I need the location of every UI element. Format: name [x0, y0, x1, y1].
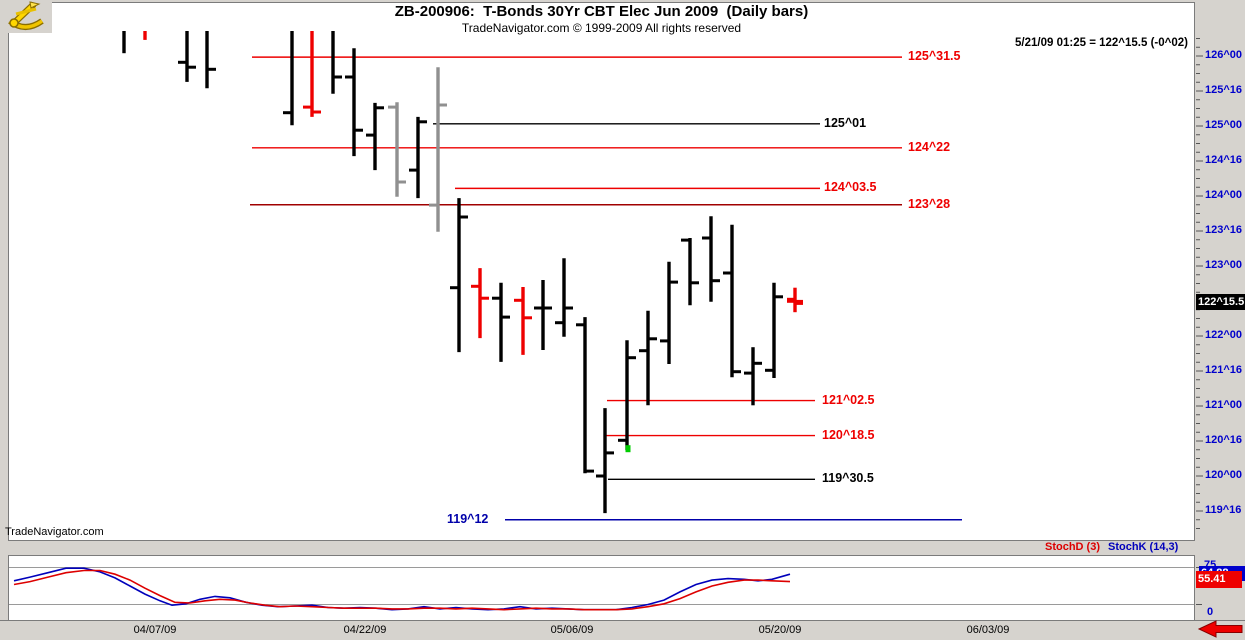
ohlc-bar [429, 67, 447, 232]
date-label-04/22/09: 04/22/09 [343, 624, 387, 636]
ohlc-bar [388, 102, 406, 197]
price-axis-label: 120^00 [1205, 469, 1243, 481]
ohlc-bar [514, 287, 532, 355]
current-price-badge: 122^15.5 [1196, 294, 1245, 310]
price-axis-label: 125^16 [1205, 84, 1243, 96]
level-label-124^03.5: 124^03.5 [824, 180, 877, 195]
ohlc-bar [492, 282, 510, 362]
date-label-05/06/09: 05/06/09 [550, 624, 594, 636]
stochk-line [13, 567, 791, 611]
ohlc-bar [555, 258, 573, 337]
ohlc-bars [122, 31, 803, 514]
sextant-icon [8, 1, 44, 30]
price-axis-label: 123^16 [1205, 224, 1243, 236]
ohlc-bar [178, 31, 196, 82]
stoch-curves [13, 567, 791, 611]
price-axis-label: 125^00 [1205, 119, 1243, 131]
price-axis-label: 121^16 [1205, 364, 1243, 376]
ohlc-bar [744, 347, 762, 406]
price-axis-label: 124^00 [1205, 189, 1243, 201]
price-axis-label: 119^16 [1205, 504, 1242, 516]
copyright-line: TradeNavigator.com © 1999-2009 All right… [461, 21, 742, 35]
price-axis-label: 120^16 [1205, 434, 1243, 446]
stochd-label: StochD (3) [1045, 541, 1100, 553]
ohlc-bar [331, 31, 342, 94]
stoch-axis-lo-label: 0 [1207, 606, 1214, 618]
level-label-125^31.5: 125^31.5 [908, 49, 961, 64]
ohlc-bar [723, 224, 741, 378]
watermark-text: TradeNavigator.com [5, 526, 104, 538]
level-label-125^01: 125^01 [824, 115, 867, 130]
ohlc-bar [450, 198, 468, 353]
green-signal-marker [625, 445, 631, 453]
scroll-left-arrow[interactable] [1196, 619, 1244, 639]
chart-title: ZB-200906: T-Bonds 30Yr CBT Elec Jun 200… [394, 3, 809, 20]
ohlc-bar [345, 48, 363, 157]
price-axis-label: 126^00 [1205, 49, 1243, 61]
level-label-120^18.5: 120^18.5 [822, 427, 875, 442]
ohlc-bar [618, 340, 636, 451]
ohlc-bar [409, 116, 427, 199]
ohlc-bar [702, 216, 720, 302]
ohlc-bar [765, 282, 783, 378]
main-chart-pane [8, 2, 1195, 541]
level-label-119^12: 119^12 [447, 511, 489, 526]
stochk-label: StochK (14,3) [1108, 541, 1179, 553]
level-label-121^02.5: 121^02.5 [822, 392, 875, 407]
ohlc-bar [283, 31, 294, 126]
ohlc-bar [576, 317, 594, 474]
date-label-04/07/09: 04/07/09 [133, 624, 177, 636]
ohlc-bar [681, 238, 699, 306]
level-label-124^22: 124^22 [908, 139, 951, 154]
last-quote-line: 5/21/09 01:25 = 122^15.5 (-0^02) [1015, 37, 1188, 49]
trade-navigator-logo [0, 0, 52, 33]
ohlc-bar [639, 310, 657, 406]
price-axis-label: 121^00 [1205, 399, 1243, 411]
price-axis-label: 124^16 [1205, 154, 1243, 166]
ohlc-bar [471, 268, 489, 339]
ohlc-bar [596, 408, 614, 514]
level-label-119^30.5: 119^30.5 [822, 471, 874, 486]
date-label-06/03/09: 06/03/09 [966, 624, 1010, 636]
ohlc-bar [787, 287, 803, 313]
level-label-123^28: 123^28 [908, 196, 951, 211]
ohlc-bar [303, 31, 321, 117]
price-axis-label: 123^00 [1205, 259, 1243, 271]
ohlc-bar [660, 261, 678, 364]
price-axis-label: 122^00 [1205, 329, 1243, 341]
ohlc-bar [205, 31, 216, 89]
date-label-05/20/09: 05/20/09 [758, 624, 802, 636]
ohlc-bar [534, 280, 552, 350]
date-axis-strip [0, 620, 1245, 640]
ohlc-bar [366, 102, 384, 171]
stochd-line [13, 569, 791, 611]
stochd-value-badge: 55.41 [1196, 571, 1242, 588]
